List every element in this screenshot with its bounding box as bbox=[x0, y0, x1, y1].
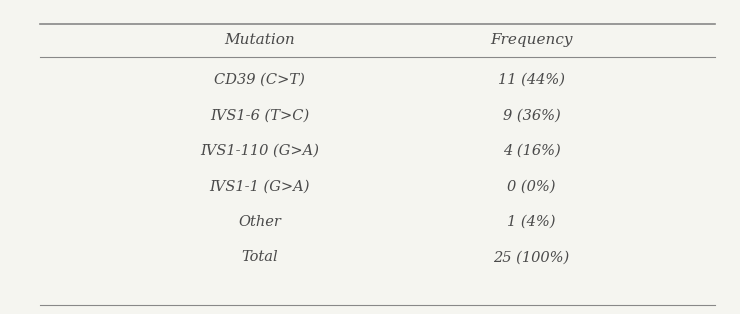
Text: Mutation: Mutation bbox=[224, 33, 295, 47]
Text: Frequency: Frequency bbox=[491, 33, 573, 47]
Text: 4 (16%): 4 (16%) bbox=[502, 144, 560, 158]
Text: 1 (4%): 1 (4%) bbox=[508, 215, 556, 229]
Text: IVS1-110 (G>A): IVS1-110 (G>A) bbox=[201, 144, 320, 158]
Text: 0 (0%): 0 (0%) bbox=[508, 179, 556, 193]
Text: 11 (44%): 11 (44%) bbox=[498, 73, 565, 87]
Text: 9 (36%): 9 (36%) bbox=[502, 108, 560, 122]
Text: IVS1-1 (G>A): IVS1-1 (G>A) bbox=[209, 179, 310, 193]
Text: CD39 (C>T): CD39 (C>T) bbox=[215, 73, 306, 87]
Text: 25 (100%): 25 (100%) bbox=[494, 250, 570, 264]
Text: Total: Total bbox=[241, 250, 278, 264]
Text: Other: Other bbox=[238, 215, 281, 229]
Text: IVS1-6 (T>C): IVS1-6 (T>C) bbox=[210, 108, 309, 122]
